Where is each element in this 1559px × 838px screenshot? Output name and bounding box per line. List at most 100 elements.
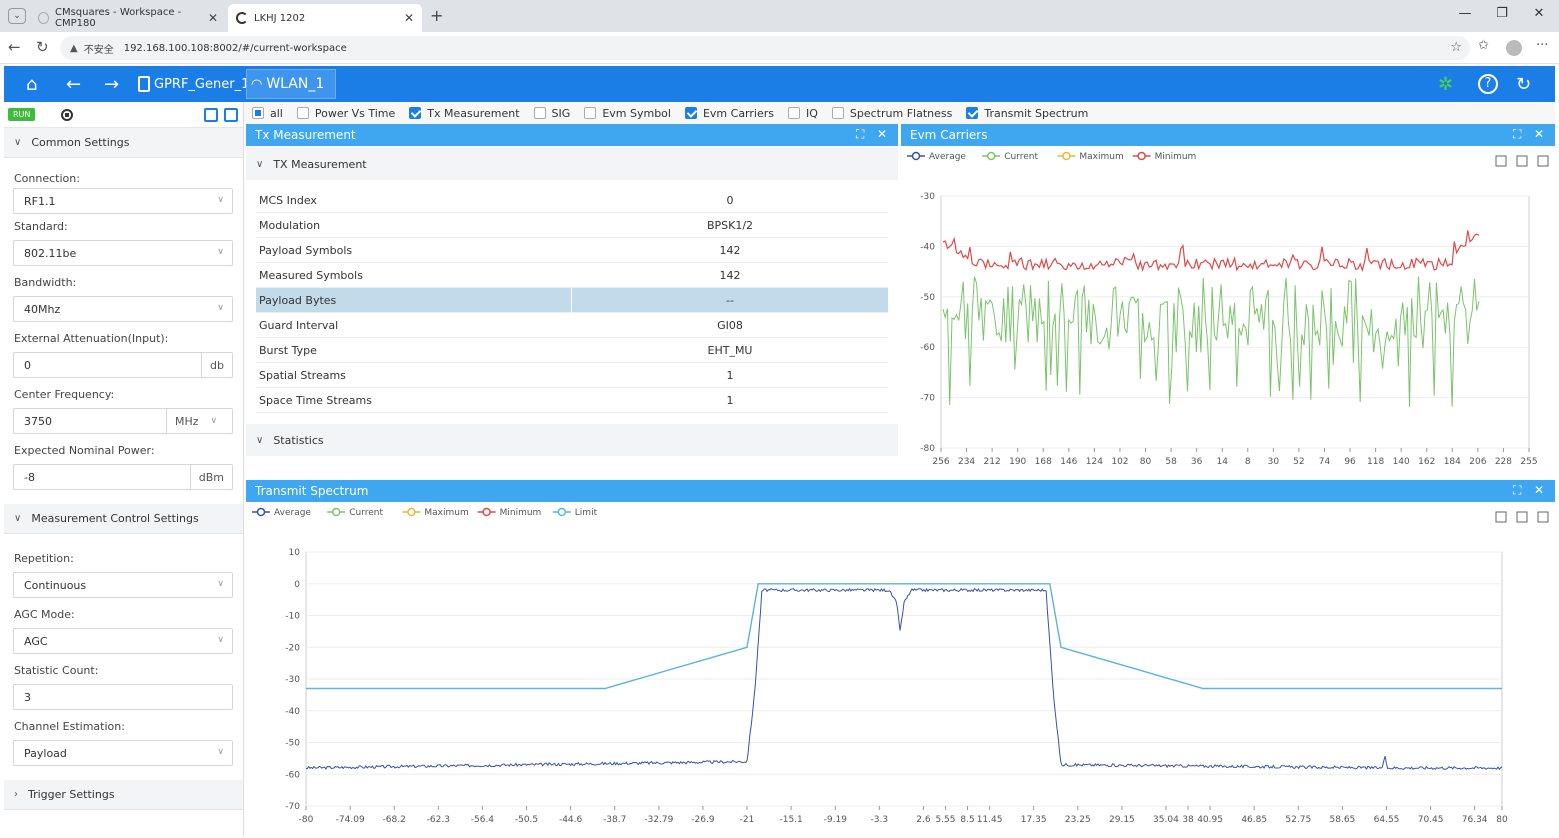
more-icon[interactable]: ··· [1536,38,1549,53]
table-row[interactable]: Payload Bytes -- [256,287,888,313]
refresh-icon[interactable]: ↻ [1516,74,1532,95]
help-icon[interactable]: ? [1478,74,1498,94]
browser-tab-workspace[interactable]: CMsquares - Workspace - CMP180 ✕ [30,4,226,32]
close-tab-icon[interactable]: ✕ [207,11,218,25]
stop-icon[interactable] [61,108,74,121]
table-row[interactable]: Payload Symbols 142 [256,238,888,263]
legend-item-minimum[interactable]: Minimum [1132,151,1197,162]
legend-item-current[interactable]: Current [982,151,1038,162]
toggle-iq[interactable]: IQ [788,107,818,120]
tab-search-icon[interactable]: ⌄ [8,8,26,24]
bandwidth-select[interactable]: 40Mhz ∨ [13,296,233,322]
doc-tab-gprf[interactable]: GPRF_Gener_1 [134,69,253,99]
table-row[interactable]: Modulation BPSK1/2 [256,213,888,238]
checkbox-icon[interactable] [409,107,422,119]
new-tab-button[interactable]: + [430,6,444,25]
favorites-icon[interactable]: ✩ [1478,38,1489,53]
restore-icon[interactable]: ❐ [1496,6,1508,21]
table-row[interactable]: Space Time Streams 1 [256,388,888,413]
tx-section-header[interactable]: ∨ TX Measurement [246,148,898,180]
x-tick-label: -62.3 [427,815,450,825]
run-button[interactable]: RUN [8,108,36,121]
table-row[interactable]: Guard Interval GI08 [256,313,888,338]
toggle-spectrum-flatness[interactable]: Spectrum Flatness [831,107,952,120]
close-icon[interactable]: ✕ [877,127,888,141]
minimize-icon[interactable]: — [1458,6,1472,21]
restore-zoom-icon[interactable] [1516,511,1528,523]
checkbox-icon[interactable] [966,107,979,119]
maximize-icon[interactable]: ⛶ [1513,127,1522,141]
checkbox-icon[interactable] [684,107,697,119]
measurement-settings-header[interactable]: ∨ Measurement Control Settings [4,504,243,534]
close-window-icon[interactable]: ✕ [1533,6,1545,21]
legend-item-current[interactable]: Current [327,507,383,518]
download-icon[interactable] [1537,155,1549,167]
forward-arrow-icon[interactable]: → [104,74,120,95]
checkbox-icon[interactable] [296,107,309,119]
toggle-tx-measurement[interactable]: Tx Measurement [409,107,520,120]
toggle-all[interactable]: all [252,107,283,120]
checkbox-label: IQ [806,106,818,120]
restore-zoom-icon[interactable] [1516,155,1528,167]
stat-count-input[interactable]: 3 [13,684,233,710]
close-tab-icon[interactable]: ✕ [403,11,414,25]
legend-item-maximum[interactable]: Maximum [1057,151,1124,162]
center-freq-input[interactable]: 3750 MHz ∨ [13,408,233,434]
y-tick-label: -10 [285,612,300,622]
zoom-icon[interactable] [1495,511,1507,523]
browser-tab-lkhj[interactable]: LKHJ 1202 ✕ [228,4,422,32]
legend-item-average[interactable]: Average [252,507,311,518]
table-row[interactable]: Burst Type EHT_MU [256,338,888,363]
y-tick-label: 10 [289,548,301,558]
doc-tab-wlan[interactable]: ◠ WLAN_1 [246,69,336,99]
export-icon[interactable] [204,108,218,122]
checkbox-icon[interactable] [788,107,800,119]
common-settings-header[interactable]: ∨ Common Settings [4,128,243,158]
legend-item-average[interactable]: Average [907,151,966,162]
zoom-icon[interactable] [1495,155,1507,167]
import-icon[interactable] [224,108,238,122]
toggle-evm-carriers[interactable]: Evm Carriers [684,107,774,120]
ext-att-input[interactable]: 0 db [13,352,233,378]
table-row[interactable]: Spatial Streams 1 [256,363,888,388]
checkbox-icon[interactable] [584,107,597,119]
toggle-power-vs-time[interactable]: Power Vs Time [296,107,395,120]
connection-select[interactable]: RF1.1 ∨ [13,188,233,214]
statistics-section-header[interactable]: ∨ Statistics [246,424,898,456]
legend-item-limit[interactable]: Limit [552,507,598,518]
close-icon[interactable]: ✕ [1534,127,1545,141]
star-icon[interactable]: ☆ [1450,40,1462,55]
checkbox-icon[interactable] [252,107,264,119]
chan-est-select[interactable]: Payload ∨ [13,740,233,766]
download-icon-shape [1537,155,1549,167]
toggle-transmit-spectrum[interactable]: Transmit Spectrum [966,107,1088,120]
reload-icon[interactable]: ↻ [36,38,49,56]
maximize-icon[interactable]: ⛶ [1513,483,1522,497]
checkbox-icon[interactable] [533,107,546,119]
unit-select[interactable]: MHz ∨ [166,409,232,433]
home-icon[interactable]: ⌂ [26,74,38,95]
legend-item-maximum[interactable]: Maximum [402,507,469,518]
back-arrow-icon[interactable]: ← [66,74,82,95]
agc-select[interactable]: AGC ∨ [13,628,233,654]
close-icon[interactable]: ✕ [1534,483,1545,497]
download-icon[interactable] [1537,511,1549,523]
x-tick-label: 256 [932,457,949,467]
repetition-select[interactable]: Continuous ∨ [13,572,233,598]
table-row[interactable]: Measured Symbols 142 [256,263,888,288]
toggle-sig[interactable]: SIG [533,107,570,120]
address-bar[interactable]: ▲ 不安全 192.168.100.108:8002/#/current-wor… [60,36,1470,60]
checkbox-icon[interactable] [831,107,844,119]
maximize-icon[interactable]: ⛶ [856,127,865,141]
legend-item-minimum[interactable]: Minimum [477,507,542,518]
table-row[interactable]: MCS Index 0 [256,188,888,213]
toggle-evm-symbol[interactable]: Evm Symbol [584,107,671,120]
standard-select[interactable]: 802.11be ∨ [13,240,233,266]
row-key: Guard Interval [259,318,339,332]
chevron-down-icon: ∨ [217,247,224,257]
back-icon[interactable]: ← [8,38,21,56]
exp-power-input[interactable]: -8 dBm [13,464,233,490]
trigger-settings-header[interactable]: › Trigger Settings [4,780,243,810]
bandwidth-label: Bandwidth: [14,276,77,289]
profile-avatar[interactable] [1506,40,1522,56]
